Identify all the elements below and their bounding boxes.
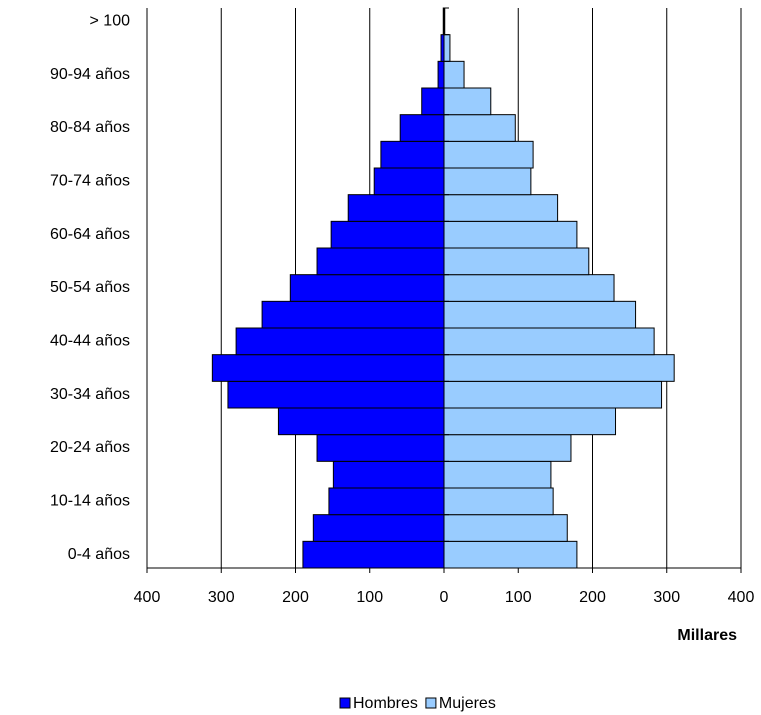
bar: [443, 327, 655, 356]
bar: [261, 300, 445, 329]
y-tick-label: 80-84 años: [50, 119, 130, 136]
x-tick-label: 400: [728, 589, 755, 606]
x-tick-label: 400: [134, 589, 161, 606]
legend-label: Mujeres: [439, 695, 496, 712]
bar: [302, 540, 445, 569]
x-tick-label: 0: [440, 589, 449, 606]
bar: [373, 167, 445, 196]
y-tick-label: 70-74 años: [50, 173, 130, 190]
y-tick-label: 30-34 años: [50, 386, 130, 403]
x-tick-label: 300: [653, 589, 680, 606]
bar: [443, 540, 578, 569]
bar: [443, 114, 516, 142]
bar: [443, 34, 451, 62]
bar: [289, 274, 445, 302]
y-tick-label: 10-14 años: [50, 493, 130, 510]
bar: [443, 354, 675, 382]
bar: [443, 60, 465, 89]
x-axis-label: Millares: [677, 627, 737, 644]
bar: [443, 300, 637, 329]
legend-label: Hombres: [353, 695, 418, 712]
y-tick-label: > 100: [90, 13, 131, 30]
bar: [443, 87, 492, 116]
bar: [211, 354, 445, 382]
bar: [316, 247, 445, 276]
bar: [443, 380, 663, 409]
y-tick-label: 90-94 años: [50, 66, 130, 83]
bar: [443, 514, 568, 542]
bar: [328, 487, 445, 516]
y-tick-label: 50-54 años: [50, 279, 130, 296]
x-tick-label: 100: [356, 589, 383, 606]
bar: [330, 220, 445, 249]
bar: [227, 380, 445, 409]
legend-swatch: [425, 697, 437, 709]
bar: [312, 514, 445, 542]
bar: [316, 434, 445, 462]
bar: [443, 194, 559, 222]
y-tick-label: 20-24 años: [50, 439, 130, 456]
bar: [421, 87, 445, 116]
bar: [443, 460, 552, 489]
x-tick-label: 300: [208, 589, 235, 606]
y-tick-label: 0-4 años: [68, 546, 130, 563]
bar: [437, 60, 445, 89]
bar: [399, 114, 445, 142]
bar: [443, 274, 615, 302]
x-tick-label: 200: [579, 589, 606, 606]
bar: [443, 407, 617, 436]
bar: [443, 167, 532, 196]
x-tick-label: 100: [505, 589, 532, 606]
bar: [443, 434, 572, 462]
bar: [443, 140, 534, 169]
bar: [380, 140, 445, 169]
bar: [277, 407, 445, 436]
legend-swatch: [339, 697, 351, 709]
y-tick-label: 60-64 años: [50, 226, 130, 243]
y-tick-label: 40-44 años: [50, 333, 130, 350]
bar: [443, 247, 590, 276]
bar: [332, 460, 445, 489]
bar: [347, 194, 445, 222]
bar: [235, 327, 445, 356]
bar: [443, 220, 578, 249]
x-tick-label: 200: [282, 589, 309, 606]
bar: [443, 487, 554, 516]
